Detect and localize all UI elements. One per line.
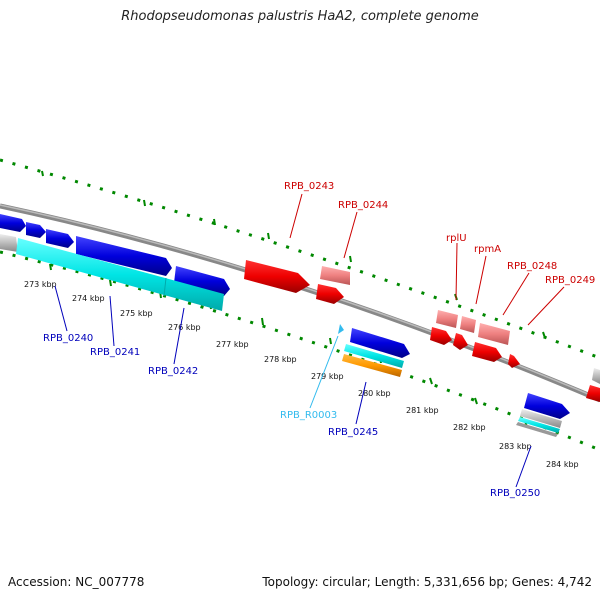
kbp-label: 277 kbp [216,340,249,349]
feature-grey[interactable] [592,368,600,384]
gene-label: rplU [446,233,467,244]
gene-arrow-reverse[interactable] [586,385,600,402]
genome-summary-text: Topology: circular; Length: 5,331,656 bp… [262,575,592,589]
kbp-label: 273 kbp [24,280,57,289]
gene-arrow-forward[interactable] [524,393,570,419]
gene-arrow-reverse[interactable] [460,316,476,333]
gene-arrow-reverse[interactable] [430,327,452,345]
misc-feature-bar[interactable] [342,354,402,377]
gene-arrow-reverse[interactable] [472,342,502,362]
gene-label: rpmA [474,244,501,255]
gene-arrow-forward[interactable] [26,222,46,238]
rrna-bar[interactable] [344,344,404,368]
gene-arrow-forward[interactable] [76,236,172,276]
gene-arrow-forward[interactable] [46,229,74,248]
gene-label: RPB_0241 [90,347,140,358]
gene-label: RPB_0245 [328,427,378,438]
gene-arrow-reverse[interactable] [244,260,310,293]
inner-major-ticks [49,263,528,428]
kbp-label: 275 kbp [120,309,153,318]
gene-arrow-reverse[interactable] [508,354,520,368]
gene-block-lower-right[interactable] [516,393,570,437]
gene-label: RPB_0244 [338,200,388,211]
gene-arrow-reverse[interactable] [436,310,458,328]
kbp-label: 283 kbp [499,442,532,451]
gene-block-center[interactable] [338,324,410,377]
kbp-label: 281 kbp [406,406,439,415]
gene-arrow-reverse[interactable] [478,323,510,345]
gene-leader-lines [54,193,565,488]
rrna-bar[interactable] [518,417,560,433]
feature-grey[interactable] [516,422,558,437]
kbp-label: 284 kbp [546,460,579,469]
gene-block-middle[interactable] [244,260,350,304]
gene-block-left[interactable] [0,214,230,311]
gene-label: RPB_0248 [507,261,557,272]
rrna-divider [163,277,167,297]
gene-labels: RPB_0240 RPB_0241 RPB_0242 RPB_0243 RPB_… [43,181,595,499]
kbp-label: 274 kbp [72,294,105,303]
kbp-label: 282 kbp [453,423,486,432]
feature-grey[interactable] [0,234,18,252]
gene-label: RPB_0250 [490,488,540,499]
rrna-bar[interactable] [16,238,224,311]
map-title: Rhodopseudomonas palustris HaA2, complet… [121,9,479,24]
trna-marker[interactable] [338,324,344,334]
gene-label: RPB_R0003 [280,410,337,421]
gene-arrow-forward[interactable] [0,214,26,232]
feature-grey[interactable] [520,409,562,428]
kbp-label: 278 kbp [264,355,297,364]
gene-block-right[interactable] [430,310,600,402]
gene-arrow-reverse[interactable] [453,333,468,350]
gene-arrow-forward[interactable] [174,266,230,296]
kbp-label: 280 kbp [358,389,391,398]
gene-label: RPB_0240 [43,333,93,344]
gene-label: RPB_0249 [545,275,595,286]
gene-arrow-reverse[interactable] [316,284,344,304]
kbp-label: 276 kbp [168,323,201,332]
kbp-label: 279 kbp [311,372,344,381]
gene-arrow-reverse[interactable] [320,266,350,285]
gene-label: RPB_0243 [284,181,334,192]
kbp-scale-labels: 273 kbp 274 kbp 275 kbp 276 kbp 277 kbp … [24,280,579,469]
outer-major-ticks [41,170,546,339]
accession-text: Accession: NC_007778 [8,575,145,589]
gene-label: RPB_0242 [148,366,198,377]
gene-arrow-forward[interactable] [350,328,410,358]
